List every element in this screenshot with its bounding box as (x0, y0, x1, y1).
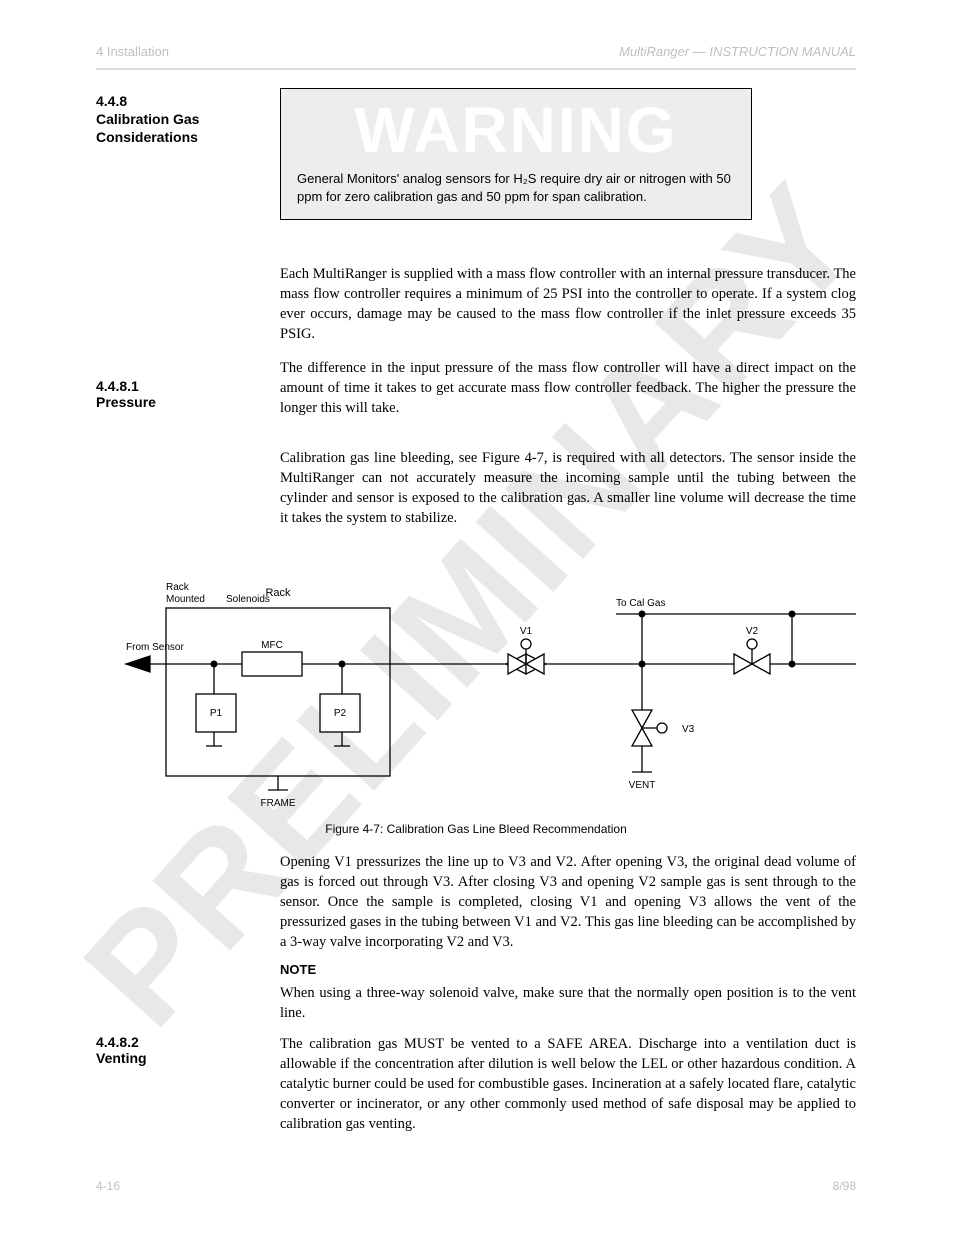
warning-body: General Monitors' analog sensors for H₂S… (297, 170, 735, 205)
sidebar-heading-calibration-gas: 4.4.8 Calibration Gas Considerations (96, 92, 246, 147)
body-block-2: Calibration gas line bleeding, see Figur… (280, 448, 856, 542)
label-rack-c: Solenoids (226, 594, 270, 605)
page: PRELIMINARY 4 Installation MultiRanger —… (0, 0, 954, 1235)
valve-v1 (506, 639, 546, 674)
figure-cal-gas-bleed: Rack From Sensor MFC P1 P2 FRAME V1 V2 V… (96, 576, 856, 812)
sidebar-heading-venting: 4.4.8.2 Venting (96, 1034, 266, 1066)
body-block-4: The calibration gas MUST be vented to a … (280, 1034, 856, 1148)
label-from-sensor: From Sensor (126, 642, 184, 653)
warning-title: WARNING (297, 97, 735, 164)
note-body: When using a three-way solenoid valve, m… (280, 983, 856, 1023)
note-block: NOTE When using a three-way solenoid val… (280, 962, 856, 1023)
warning-box: WARNING General Monitors' analog sensors… (280, 88, 752, 220)
label-vent: VENT (629, 780, 656, 791)
label-p2: P2 (334, 708, 347, 719)
body-block-3: Opening V1 pressurizes the line up to V3… (280, 852, 856, 966)
label-v2: V2 (746, 626, 759, 637)
paragraph: Calibration gas line bleeding, see Figur… (280, 448, 856, 528)
label-rack-a: Rack (166, 582, 190, 593)
body-block-1: Each MultiRanger is supplied with a mass… (280, 264, 856, 432)
sidebar-heading-pressure: 4.4.8.1 Pressure (96, 378, 266, 410)
label-v1: V1 (520, 626, 533, 637)
label-to-cal-gas: To Cal Gas (616, 598, 665, 609)
diagram-svg: Rack From Sensor MFC P1 P2 FRAME V1 V2 V… (96, 576, 856, 812)
label-p1: P1 (210, 708, 223, 719)
header-rule (96, 68, 856, 70)
paragraph: Opening V1 pressurizes the line up to V3… (280, 852, 856, 952)
header-chapter: 4 Installation (96, 44, 169, 59)
footer-page-number: 4-16 (96, 1179, 120, 1193)
label-frame: FRAME (261, 798, 296, 809)
note-label: NOTE (280, 962, 856, 977)
footer-date: 8/98 (833, 1179, 856, 1193)
label-v3: V3 (682, 724, 695, 735)
label-mfc: MFC (261, 640, 283, 651)
paragraph: Each MultiRanger is supplied with a mass… (280, 264, 856, 344)
paragraph: The calibration gas MUST be vented to a … (280, 1034, 856, 1134)
header-manual-title: MultiRanger — INSTRUCTION MANUAL (619, 44, 856, 59)
label-rack-b: Mounted (166, 594, 205, 605)
paragraph: The difference in the input pressure of … (280, 358, 856, 418)
valve-v3 (632, 710, 667, 746)
valve-v2 (734, 639, 770, 674)
figure-caption: Figure 4-7: Calibration Gas Line Bleed R… (96, 822, 856, 836)
